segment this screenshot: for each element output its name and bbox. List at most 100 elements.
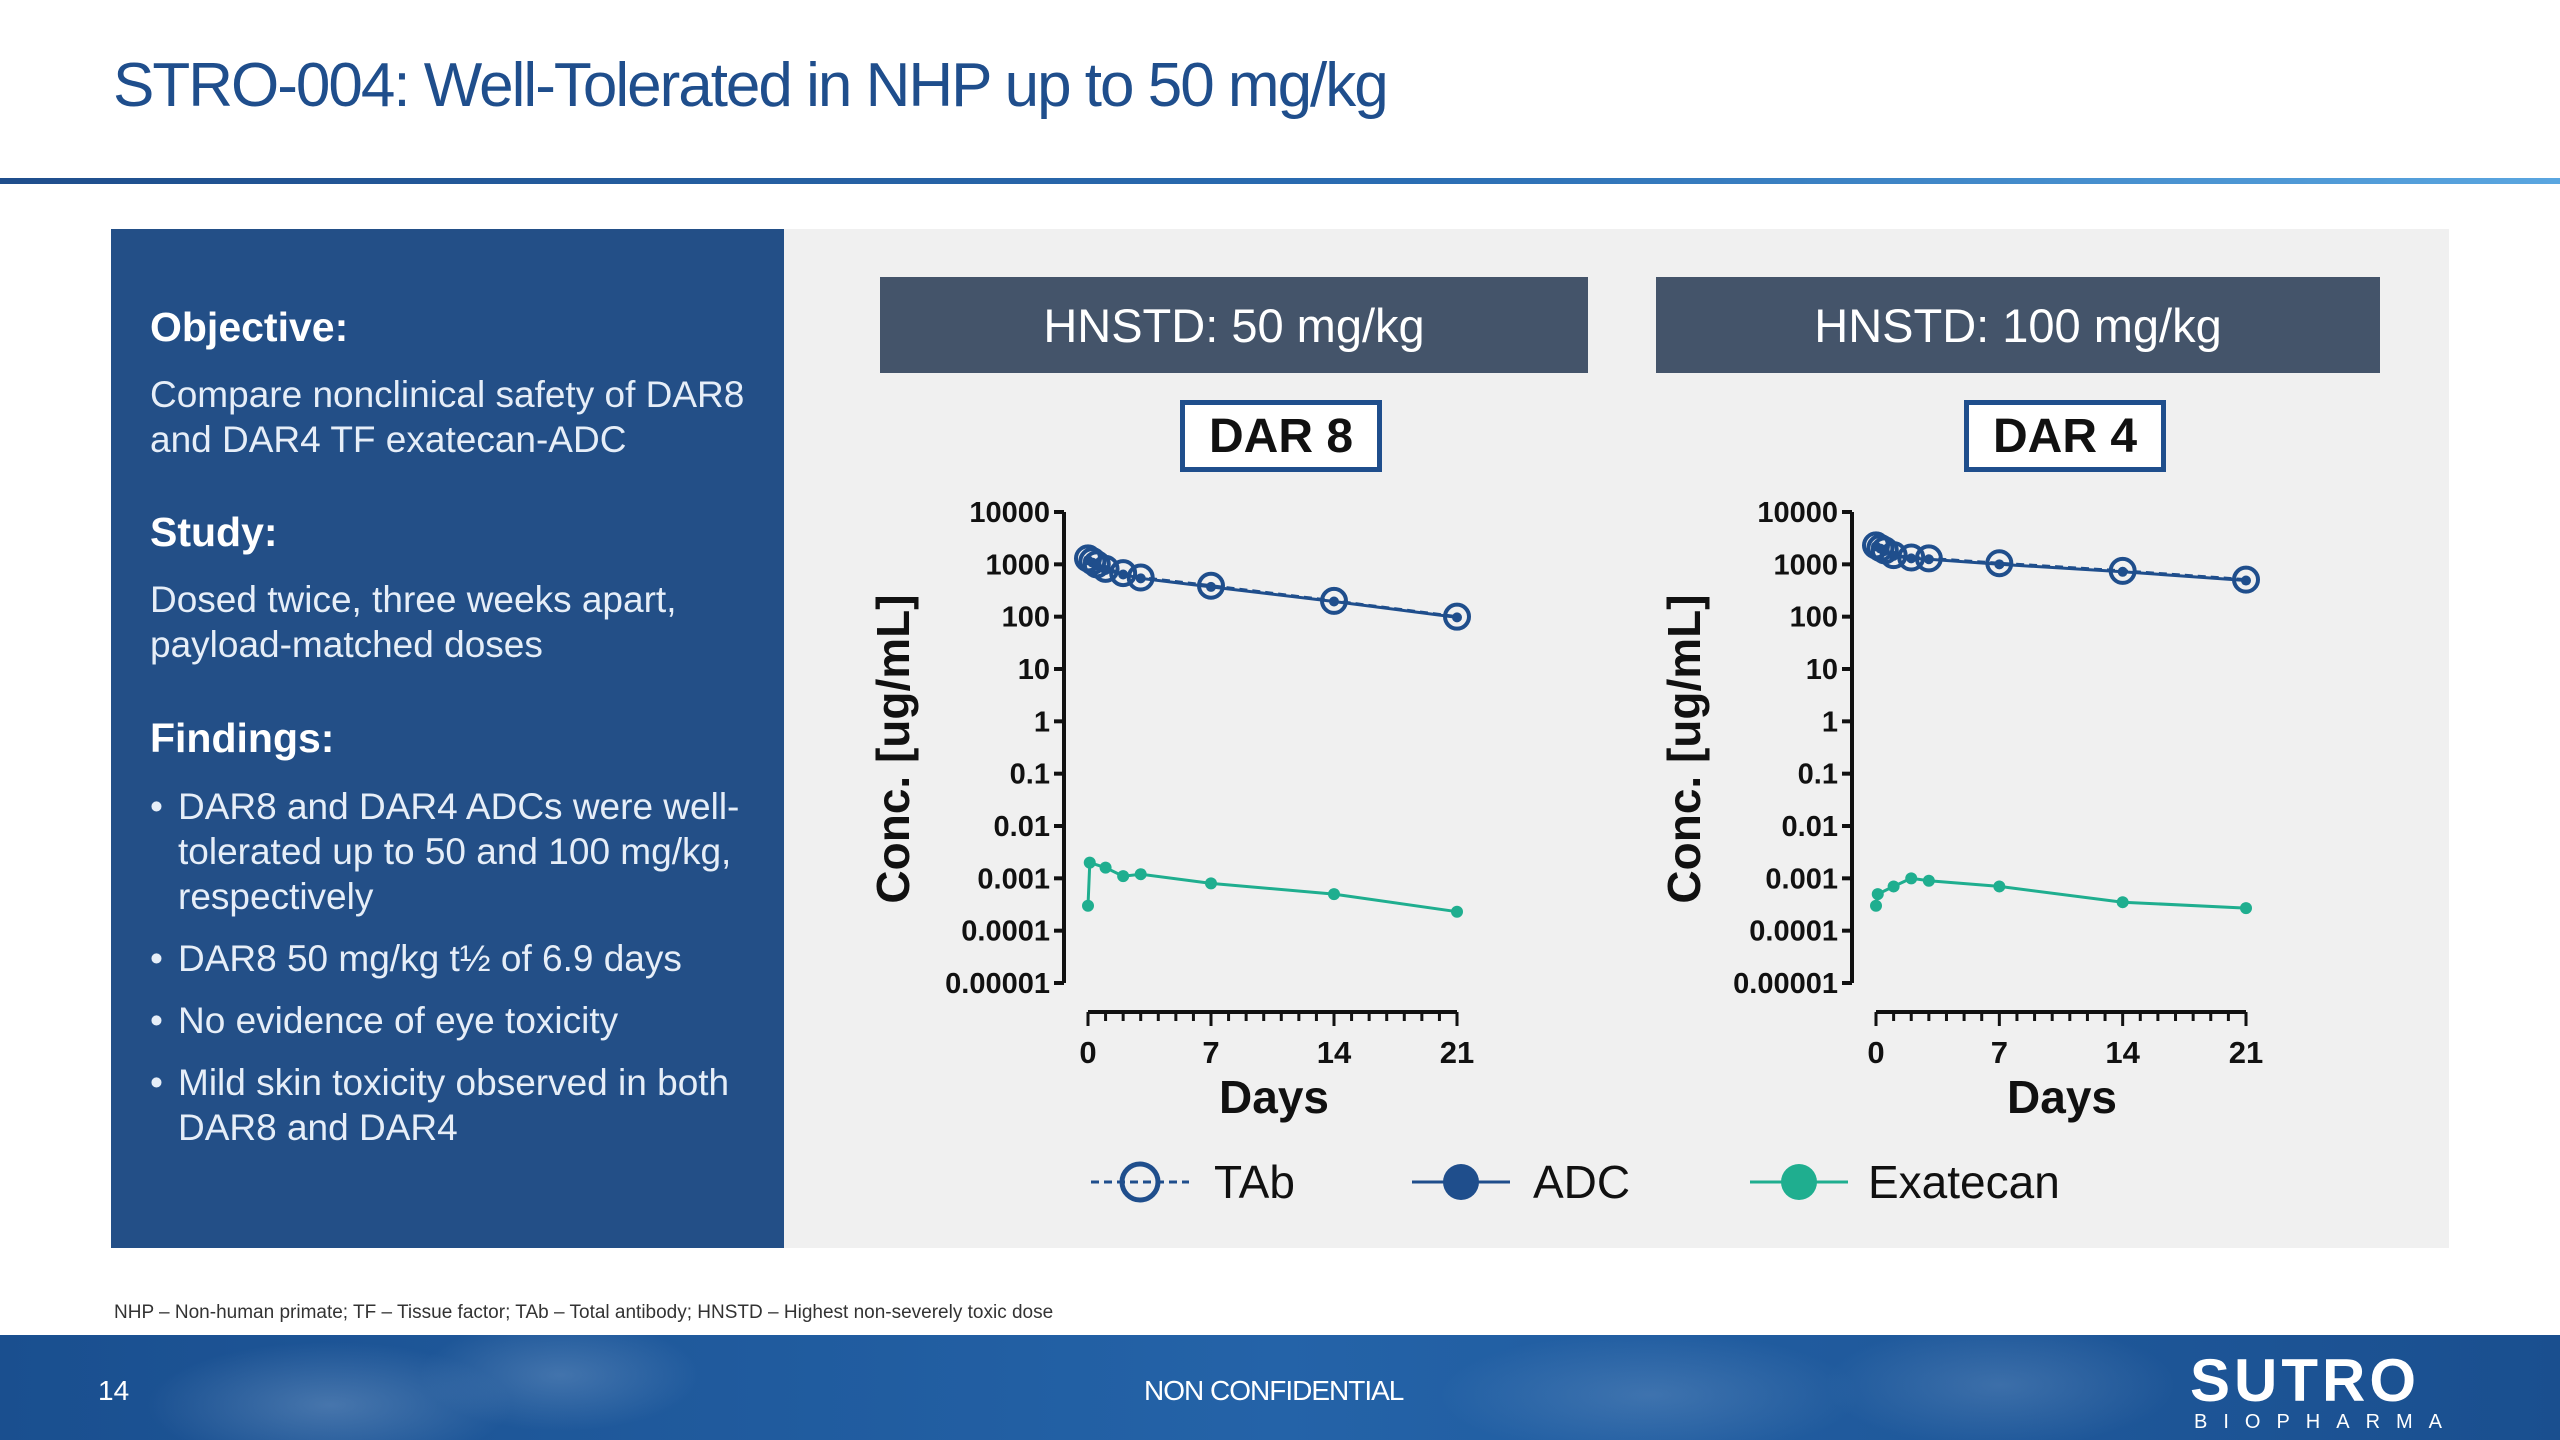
data-point-exatecan xyxy=(1451,905,1463,918)
data-point-tab xyxy=(1126,563,1155,592)
data-point-adc xyxy=(1888,550,1899,561)
y-tick-label: 0.00001 xyxy=(1733,968,1838,1000)
finding-item: • No evidence of eye toxicity xyxy=(150,998,760,1043)
x-tick-label: 21 xyxy=(1440,1035,1474,1070)
pk-charts: 1000010001001010.10.010.0010.00010.00001… xyxy=(867,497,2263,1208)
sutro-logo: SUTRO BIOPHARMA xyxy=(2190,1347,2480,1434)
data-point-adc xyxy=(1329,596,1339,607)
bullet-icon: • xyxy=(150,1000,163,1041)
data-point-adc xyxy=(1906,553,1917,564)
y-tick-label: 100 xyxy=(1790,602,1838,634)
objective-text: Compare nonclinical safety of DAR8 and D… xyxy=(150,374,745,460)
data-point-exatecan xyxy=(2116,896,2129,909)
data-point-adc xyxy=(1923,554,1934,565)
data-point-exatecan xyxy=(1134,868,1147,881)
x-tick-label: 0 xyxy=(1079,1035,1096,1070)
chart-panel: HNSTD: 50 mg/kg HNSTD: 100 mg/kg DAR 8 D… xyxy=(784,229,2449,1248)
data-point-adc xyxy=(1452,612,1462,623)
y-tick-label: 0.1 xyxy=(1010,759,1050,791)
x-tick-label: 7 xyxy=(1202,1035,1219,1070)
data-point-adc xyxy=(1100,564,1111,575)
data-point-exatecan xyxy=(1905,872,1918,885)
x-tick-label: 21 xyxy=(2229,1035,2263,1070)
y-tick-label: 1 xyxy=(1822,706,1838,738)
y-tick-label: 0.01 xyxy=(994,811,1050,843)
data-point-exatecan xyxy=(1117,870,1130,883)
data-point-exatecan xyxy=(1922,874,1935,887)
data-point-exatecan xyxy=(1099,861,1112,874)
finding-text: No evidence of eye toxicity xyxy=(178,1000,619,1041)
data-point-adc xyxy=(1994,559,2005,570)
legend-marker-exatecan xyxy=(1781,1164,1817,1200)
bullet-icon: • xyxy=(150,1062,163,1103)
data-point-adc xyxy=(1135,573,1146,584)
page-title: STRO-004: Well-Tolerated in NHP up to 50… xyxy=(113,51,1389,120)
y-axis-title: Conc. [ug/mL] xyxy=(1658,594,1710,903)
study-text: Dosed twice, three weeks apart, payload-… xyxy=(150,579,677,665)
finding-item: • DAR8 50 mg/kg t½ of 6.9 days xyxy=(150,936,760,981)
y-axis-title: Conc. [ug/mL] xyxy=(867,594,919,903)
x-tick-label: 14 xyxy=(1317,1035,1352,1070)
y-tick-label: 10 xyxy=(1806,654,1838,686)
data-point-tab xyxy=(1879,541,1908,570)
data-point-adc xyxy=(1206,581,1216,592)
footer-bar: 14 NON CONFIDENTIAL SUTRO BIOPHARMA xyxy=(0,1335,2560,1440)
summary-panel: Objective: Compare nonclinical safety of… xyxy=(111,229,784,1248)
x-tick-label: 14 xyxy=(2105,1035,2140,1070)
legend-marker-adc xyxy=(1443,1164,1479,1200)
title-divider xyxy=(0,178,2560,184)
data-point-adc xyxy=(1091,560,1102,571)
legend-label: ADC xyxy=(1533,1156,1630,1208)
legend-label: Exatecan xyxy=(1868,1156,2060,1208)
y-tick-label: 10000 xyxy=(969,497,1050,529)
y-tick-label: 0.00001 xyxy=(945,968,1050,1000)
finding-text: DAR8 and DAR4 ADCs were well-tolerated u… xyxy=(178,786,740,917)
data-point-adc xyxy=(2241,575,2251,586)
data-point-exatecan xyxy=(1083,856,1096,869)
data-point-exatecan xyxy=(1328,888,1340,901)
findings-heading: Findings: xyxy=(150,715,335,761)
y-tick-label: 1000 xyxy=(1773,549,1838,581)
y-tick-label: 0.1 xyxy=(1798,759,1838,791)
data-point-adc xyxy=(2117,566,2128,577)
hnstd-header-dar4: HNSTD: 100 mg/kg xyxy=(1656,277,2380,373)
data-point-exatecan xyxy=(1887,880,1900,893)
y-tick-label: 10000 xyxy=(1757,497,1838,529)
x-tick-label: 0 xyxy=(1867,1035,1884,1070)
dar8-label: DAR 8 xyxy=(1180,400,1382,472)
objective-heading: Objective: xyxy=(150,304,349,350)
logo-subtitle: BIOPHARMA xyxy=(2194,1411,2459,1433)
x-axis-title: Days xyxy=(2007,1071,2117,1123)
page-number: 14 xyxy=(98,1375,130,1406)
finding-text: DAR8 50 mg/kg t½ of 6.9 days xyxy=(178,938,682,979)
data-point-exatecan xyxy=(1082,899,1094,912)
bullet-icon: • xyxy=(150,786,163,827)
finding-item: • Mild skin toxicity observed in both DAR… xyxy=(150,1060,760,1150)
y-tick-label: 100 xyxy=(1002,602,1050,634)
x-tick-label: 7 xyxy=(1991,1035,2008,1070)
confidentiality-label: NON CONFIDENTIAL xyxy=(1144,1375,1404,1406)
study-heading: Study: xyxy=(150,509,278,555)
y-tick-label: 0.001 xyxy=(977,863,1050,895)
data-point-exatecan xyxy=(1871,888,1884,901)
finding-text: Mild skin toxicity observed in both DAR8… xyxy=(178,1062,730,1148)
y-tick-label: 10 xyxy=(1018,654,1050,686)
data-point-tab xyxy=(1109,559,1138,588)
data-point-adc xyxy=(1118,569,1129,580)
y-tick-label: 0.0001 xyxy=(961,916,1050,948)
finding-item: • DAR8 and DAR4 ADCs were well-tolerated … xyxy=(150,784,760,919)
hnstd-header-dar8: HNSTD: 50 mg/kg xyxy=(880,277,1588,373)
findings-list: • DAR8 and DAR4 ADCs were well-tolerated … xyxy=(150,784,760,1167)
y-tick-label: 1 xyxy=(1034,706,1050,738)
data-point-adc xyxy=(1879,545,1890,556)
data-point-exatecan xyxy=(1870,899,1882,912)
x-axis-title: Days xyxy=(1219,1071,1329,1123)
y-tick-label: 0.0001 xyxy=(1749,916,1838,948)
logo-wordmark: SUTRO xyxy=(2190,1347,2420,1414)
dar4-label: DAR 4 xyxy=(1964,400,2166,472)
data-point-exatecan xyxy=(1205,877,1217,890)
legend-marker-tab xyxy=(1119,1161,1161,1203)
bullet-icon: • xyxy=(150,938,163,979)
y-tick-label: 0.01 xyxy=(1782,811,1838,843)
legend-label: TAb xyxy=(1214,1156,1295,1208)
